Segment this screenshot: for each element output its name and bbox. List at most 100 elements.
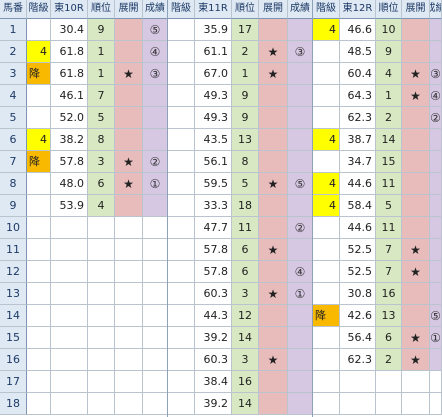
seiseki-cell[interactable]	[288, 19, 313, 41]
empty-cell[interactable]	[143, 393, 168, 415]
tenkai-cell[interactable]	[115, 195, 143, 217]
class-cell[interactable]	[313, 349, 340, 371]
score-cell[interactable]: 44.3	[195, 305, 232, 327]
empty-cell[interactable]	[51, 217, 88, 239]
score-cell[interactable]: 44.6	[340, 173, 376, 195]
tenkai-cell[interactable]	[402, 41, 430, 63]
seiseki-cell[interactable]	[430, 195, 442, 217]
score-cell[interactable]: 49.3	[195, 107, 232, 129]
empty-cell[interactable]	[115, 239, 143, 261]
rank-cell[interactable]: 11	[376, 217, 402, 239]
row-number[interactable]: 7	[0, 151, 27, 173]
score-cell[interactable]: 44.6	[340, 217, 376, 239]
empty-cell[interactable]	[88, 261, 115, 283]
rank-cell[interactable]: 18	[232, 195, 259, 217]
class-cell[interactable]	[313, 151, 340, 173]
empty-cell[interactable]	[88, 217, 115, 239]
tenkai-cell[interactable]: ★	[259, 349, 288, 371]
class-cell[interactable]	[27, 173, 51, 195]
score-cell[interactable]: 60.4	[340, 63, 376, 85]
row-number[interactable]: 17	[0, 371, 27, 393]
rank-cell[interactable]: 3	[232, 349, 259, 371]
seiseki-cell[interactable]: ②	[143, 151, 168, 173]
empty-cell[interactable]	[143, 261, 168, 283]
tenkai-cell[interactable]	[402, 19, 430, 41]
column-header[interactable]: 階級	[313, 0, 340, 19]
tenkai-cell[interactable]: ★	[259, 283, 288, 305]
header-horse-number[interactable]: 馬番	[0, 0, 27, 19]
tenkai-cell[interactable]	[402, 151, 430, 173]
score-cell[interactable]: 57.8	[195, 239, 232, 261]
row-number[interactable]: 4	[0, 85, 27, 107]
class-cell[interactable]	[313, 327, 340, 349]
empty-cell[interactable]	[115, 327, 143, 349]
seiseki-cell[interactable]	[430, 349, 442, 371]
empty-cell[interactable]	[51, 305, 88, 327]
rank-cell[interactable]: 6	[232, 261, 259, 283]
score-cell[interactable]: 46.6	[340, 19, 376, 41]
class-cell[interactable]: 4	[313, 173, 340, 195]
score-cell[interactable]: 48.5	[340, 41, 376, 63]
rank-cell[interactable]: 15	[376, 151, 402, 173]
rank-cell[interactable]: 11	[376, 173, 402, 195]
rank-cell[interactable]: 2	[376, 107, 402, 129]
class-cell[interactable]	[27, 107, 51, 129]
rank-cell[interactable]: 7	[376, 239, 402, 261]
seiseki-cell[interactable]	[143, 129, 168, 151]
class-cell[interactable]	[168, 107, 195, 129]
score-cell[interactable]: 62.3	[340, 107, 376, 129]
seiseki-cell[interactable]	[288, 393, 313, 415]
seiseki-cell[interactable]	[143, 107, 168, 129]
empty-cell[interactable]	[340, 393, 376, 415]
score-cell[interactable]: 56.1	[195, 151, 232, 173]
seiseki-cell[interactable]	[288, 85, 313, 107]
rank-cell[interactable]: 5	[232, 173, 259, 195]
empty-cell[interactable]	[88, 283, 115, 305]
empty-cell[interactable]	[51, 393, 88, 415]
empty-cell[interactable]	[51, 327, 88, 349]
column-header[interactable]: 展開	[115, 0, 143, 19]
seiseki-cell[interactable]	[288, 151, 313, 173]
empty-cell[interactable]	[88, 239, 115, 261]
empty-cell[interactable]	[430, 393, 442, 415]
score-cell[interactable]: 53.9	[51, 195, 88, 217]
empty-cell[interactable]	[376, 393, 402, 415]
tenkai-cell[interactable]	[115, 19, 143, 41]
rank-cell[interactable]: 14	[232, 327, 259, 349]
empty-cell[interactable]	[402, 393, 430, 415]
column-header[interactable]: 階級	[168, 0, 195, 19]
score-cell[interactable]: 62.3	[340, 349, 376, 371]
class-cell[interactable]: 4	[27, 41, 51, 63]
rank-cell[interactable]: 1	[88, 63, 115, 85]
rank-cell[interactable]: 1	[88, 41, 115, 63]
column-header[interactable]: 成績	[288, 0, 313, 19]
seiseki-cell[interactable]	[288, 349, 313, 371]
score-cell[interactable]: 61.8	[51, 63, 88, 85]
score-cell[interactable]: 52.5	[340, 239, 376, 261]
class-cell[interactable]	[168, 349, 195, 371]
score-cell[interactable]: 60.3	[195, 349, 232, 371]
rank-cell[interactable]: 9	[232, 107, 259, 129]
score-cell[interactable]: 33.3	[195, 195, 232, 217]
empty-cell[interactable]	[27, 239, 51, 261]
tenkai-cell[interactable]	[402, 107, 430, 129]
rank-cell[interactable]: 1	[232, 63, 259, 85]
rank-cell[interactable]: 7	[88, 85, 115, 107]
class-cell[interactable]: 4	[313, 129, 340, 151]
rank-cell[interactable]: 16	[232, 371, 259, 393]
seiseki-cell[interactable]: ④	[288, 261, 313, 283]
score-cell[interactable]: 59.5	[195, 173, 232, 195]
empty-cell[interactable]	[143, 349, 168, 371]
class-cell[interactable]	[27, 19, 51, 41]
column-header[interactable]: 成績	[430, 0, 442, 19]
class-cell[interactable]	[313, 63, 340, 85]
empty-cell[interactable]	[143, 305, 168, 327]
tenkai-cell[interactable]: ★	[259, 173, 288, 195]
score-cell[interactable]: 39.2	[195, 393, 232, 415]
empty-cell[interactable]	[143, 217, 168, 239]
tenkai-cell[interactable]	[115, 129, 143, 151]
class-cell[interactable]	[168, 393, 195, 415]
seiseki-cell[interactable]: ③	[288, 41, 313, 63]
rank-cell[interactable]: 16	[376, 283, 402, 305]
class-cell[interactable]	[313, 41, 340, 63]
